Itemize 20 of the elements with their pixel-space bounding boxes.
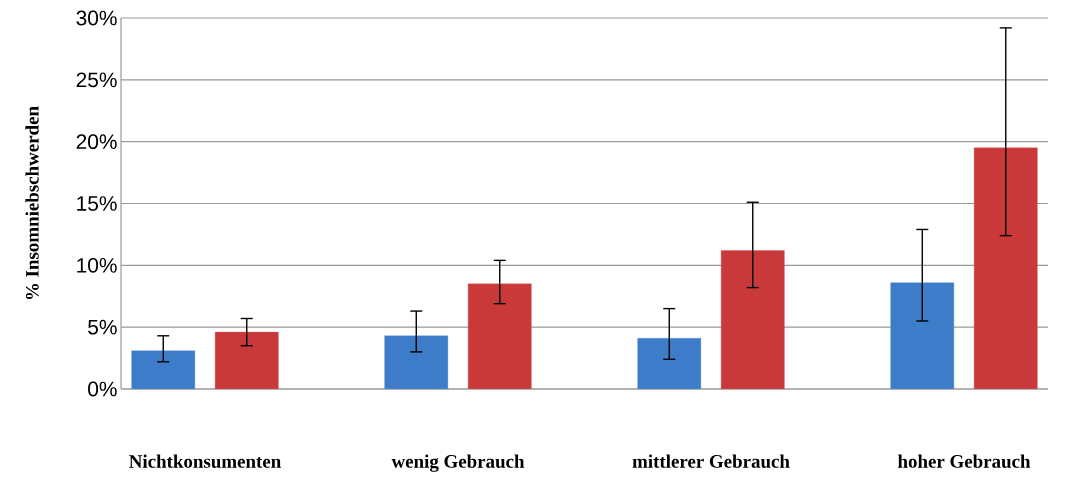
x-tick-label: mittlerer Gebrauch: [632, 454, 790, 468]
y-tick-label: 15%: [77, 196, 117, 211]
bar: [214, 331, 279, 389]
y-tick-label: 5%: [88, 319, 117, 335]
bar: [720, 250, 785, 389]
y-tick-label: 20%: [76, 134, 117, 150]
x-tick-label: Nichtkonsumenten: [129, 454, 281, 468]
bar: [637, 338, 702, 389]
bar: [973, 147, 1038, 389]
bar: [131, 350, 196, 389]
y-tick-label: 0%: [88, 381, 117, 397]
x-tick-label: wenig Gebrauch: [391, 454, 525, 472]
y-tick-label: 30%: [76, 10, 117, 26]
y-axis-title: % Insomniebschwerden: [25, 106, 39, 300]
bar: [384, 335, 449, 389]
y-tick-label: 25%: [76, 72, 117, 88]
bar: [467, 283, 532, 389]
bar: [890, 282, 955, 389]
x-tick-label: hoher Gebrauch: [897, 454, 1031, 468]
y-tick-label: 10%: [77, 257, 117, 273]
